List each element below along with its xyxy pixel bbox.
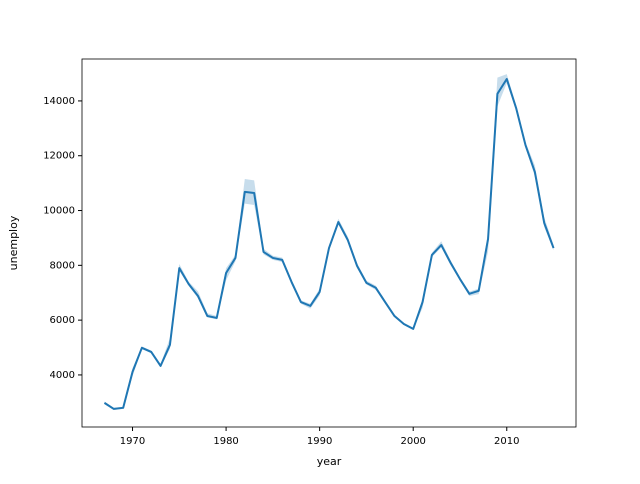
- x-tick-label: 1990: [307, 436, 332, 447]
- x-tick-label: 1980: [213, 436, 238, 447]
- line: [103, 78, 555, 410]
- x-tick-label: 2010: [494, 436, 519, 447]
- x-tick-label: 1970: [120, 436, 145, 447]
- y-tick-label: 6000: [50, 315, 75, 326]
- y-tick-label: 14000: [43, 96, 75, 107]
- y-tick-label: 10000: [43, 206, 75, 217]
- confidence-band: [104, 74, 554, 411]
- y-tick-label: 12000: [43, 151, 75, 162]
- x-tick-label: 2000: [400, 436, 425, 447]
- y-axis-label: unemploy: [7, 215, 20, 270]
- plot-frame: [81, 58, 577, 428]
- y-tick-label: 8000: [50, 260, 75, 271]
- x-axis-label: year: [317, 455, 342, 468]
- y-tick-label: 4000: [50, 370, 75, 381]
